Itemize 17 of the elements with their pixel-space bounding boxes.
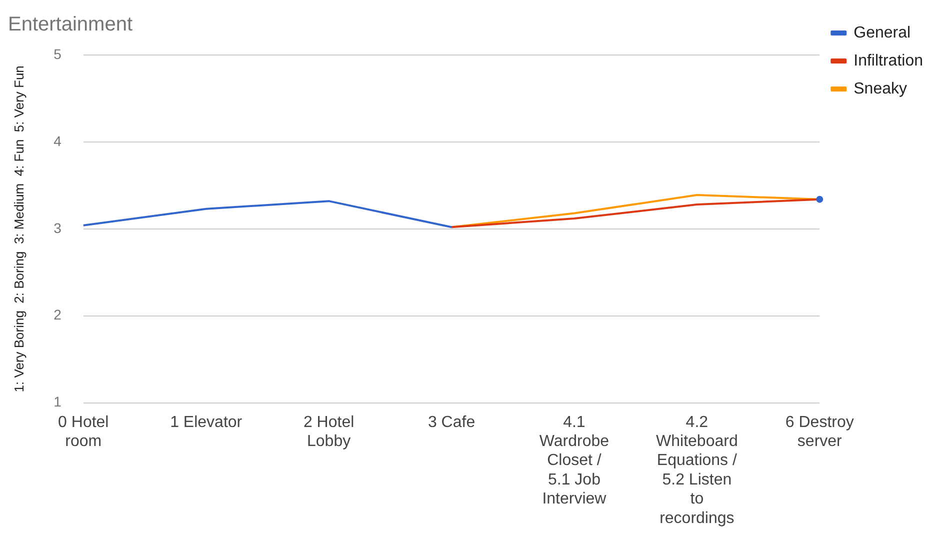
y-tick-label: 4 bbox=[54, 132, 62, 149]
x-tick-label: 0 Hotel room bbox=[58, 414, 109, 450]
y-tick-label: 3 bbox=[54, 220, 62, 236]
x-tick-label: 2 Hotel Lobby bbox=[303, 414, 354, 450]
legend-label: Sneaky bbox=[854, 80, 908, 98]
x-tick-label: 3 Cafe bbox=[428, 414, 476, 431]
y-tick-label: 5 bbox=[54, 46, 62, 62]
y-tick-label: 2 bbox=[54, 306, 62, 323]
x-tick-label: 6 Destroy server bbox=[785, 414, 854, 450]
x-tick-label: 1 Elevator bbox=[170, 414, 243, 431]
y-tick-label: 1 bbox=[54, 394, 62, 410]
x-tick-label: 4.2 Whiteboard Equations / 5.2 Listen to recordings bbox=[656, 414, 738, 527]
legend-label: Infiltration bbox=[854, 52, 924, 70]
y-axis-title: 1: Very Boring 2: Boring 3: Medium 4: Fun 5: Very Fun bbox=[11, 66, 26, 392]
x-tick-label: 4.1 Wardrobe Closet / 5.1 Job Interview bbox=[539, 414, 610, 508]
chart-title: Entertainment bbox=[8, 14, 133, 36]
legend-label: General bbox=[854, 24, 911, 42]
